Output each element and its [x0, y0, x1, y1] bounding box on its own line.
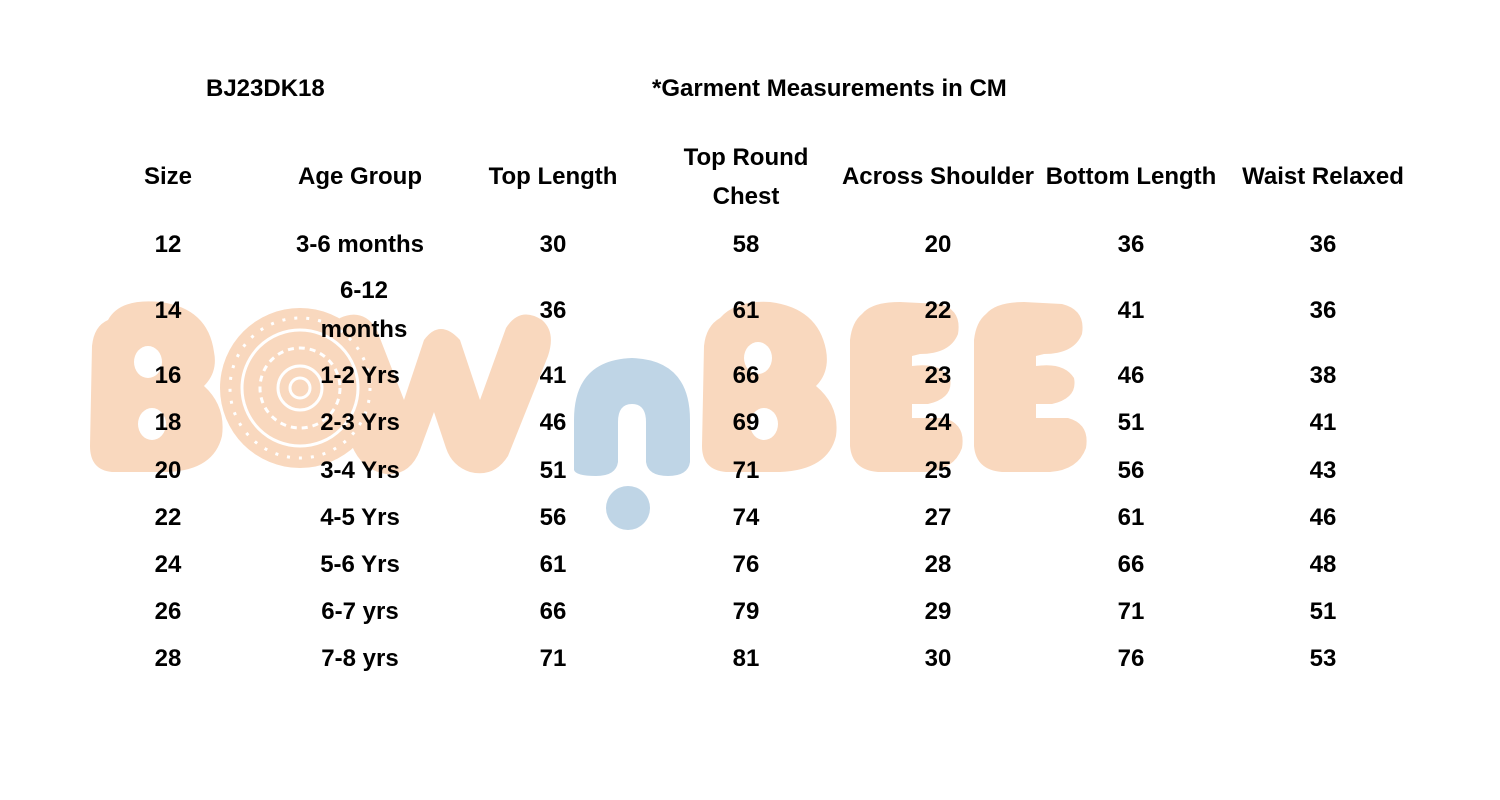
cell-bottom-length: 61	[1117, 504, 1145, 531]
cell-top-length: 36	[539, 297, 567, 324]
cell-bottom-length: 71	[1117, 598, 1145, 625]
cell-size: 24	[154, 551, 182, 578]
cell-bottom-length: 56	[1117, 457, 1145, 484]
cell-age-group: 3-4 Yrs	[320, 457, 400, 484]
header-size: Size	[143, 163, 193, 190]
cell-bottom-length: 36	[1117, 231, 1145, 258]
cell-size: 12	[154, 231, 182, 258]
cell-age-group: 4-5 Yrs	[320, 504, 400, 531]
cell-age-group: 1-2 Yrs	[320, 362, 400, 389]
cell-age-group: 6-7 yrs	[321, 598, 399, 625]
cell-age-group: 3-6 months	[295, 231, 425, 258]
cell-top-length: 41	[539, 362, 567, 389]
cell-top-round-chest: 81	[732, 645, 760, 672]
cell-across-shoulder: 29	[924, 598, 952, 625]
cell-top-length: 30	[539, 231, 567, 258]
cell-top-length: 46	[539, 409, 567, 436]
cell-size: 20	[154, 457, 182, 484]
cell-top-round-chest: 66	[732, 362, 760, 389]
header-bottom-length: Bottom Length	[1045, 163, 1217, 190]
cell-top-round-chest: 69	[732, 409, 760, 436]
cell-top-round-chest: 74	[732, 504, 760, 531]
header-top-round-chest: Top Round Chest	[683, 144, 809, 210]
cell-size: 16	[154, 362, 182, 389]
cell-size: 14	[154, 297, 182, 324]
header-age-group: Age Group	[298, 163, 422, 190]
cell-top-length: 51	[539, 457, 567, 484]
cell-top-length: 61	[539, 551, 567, 578]
header-top-length: Top Length	[488, 163, 618, 190]
cell-age-group: 5-6 Yrs	[320, 551, 400, 578]
cell-bottom-length: 66	[1117, 551, 1145, 578]
cell-bottom-length: 51	[1117, 409, 1145, 436]
cell-top-round-chest: 61	[732, 297, 760, 324]
cell-bottom-length: 76	[1117, 645, 1145, 672]
cell-bottom-length: 46	[1117, 362, 1145, 389]
cell-size: 18	[154, 409, 182, 436]
cell-bottom-length: 41	[1117, 297, 1145, 324]
cell-age-group: 6-12 months	[320, 277, 408, 343]
cell-waist-relaxed: 53	[1309, 645, 1337, 672]
cell-size: 22	[154, 504, 182, 531]
cell-waist-relaxed: 51	[1309, 598, 1337, 625]
measurement-note: *Garment Measurements in CM	[652, 75, 1007, 102]
cell-top-round-chest: 71	[732, 457, 760, 484]
style-code: BJ23DK18	[206, 75, 325, 102]
cell-age-group: 7-8 yrs	[321, 645, 399, 672]
cell-waist-relaxed: 48	[1309, 551, 1337, 578]
cell-size: 26	[154, 598, 182, 625]
cell-waist-relaxed: 38	[1309, 362, 1337, 389]
cell-waist-relaxed: 41	[1309, 409, 1337, 436]
cell-age-group: 2-3 Yrs	[320, 409, 400, 436]
cell-across-shoulder: 23	[924, 362, 952, 389]
cell-waist-relaxed: 36	[1309, 297, 1337, 324]
cell-across-shoulder: 20	[924, 231, 952, 258]
cell-across-shoulder: 30	[924, 645, 952, 672]
cell-across-shoulder: 25	[924, 457, 952, 484]
cell-top-length: 56	[539, 504, 567, 531]
cell-across-shoulder: 28	[924, 551, 952, 578]
cell-top-length: 66	[539, 598, 567, 625]
cell-across-shoulder: 27	[924, 504, 952, 531]
cell-top-length: 71	[539, 645, 567, 672]
cell-size: 28	[154, 645, 182, 672]
cell-top-round-chest: 79	[732, 598, 760, 625]
cell-waist-relaxed: 46	[1309, 504, 1337, 531]
cell-waist-relaxed: 36	[1309, 231, 1337, 258]
cell-top-round-chest: 58	[732, 231, 760, 258]
header-across-shoulder: Across Shoulder	[841, 163, 1035, 190]
cell-top-round-chest: 76	[732, 551, 760, 578]
header-waist-relaxed: Waist Relaxed	[1242, 163, 1404, 190]
cell-waist-relaxed: 43	[1309, 457, 1337, 484]
cell-across-shoulder: 22	[924, 297, 952, 324]
cell-across-shoulder: 24	[924, 409, 952, 436]
